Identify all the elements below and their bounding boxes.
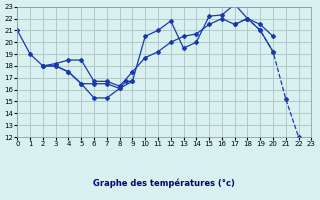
X-axis label: Graphe des températures (°c): Graphe des températures (°c) (93, 179, 235, 188)
